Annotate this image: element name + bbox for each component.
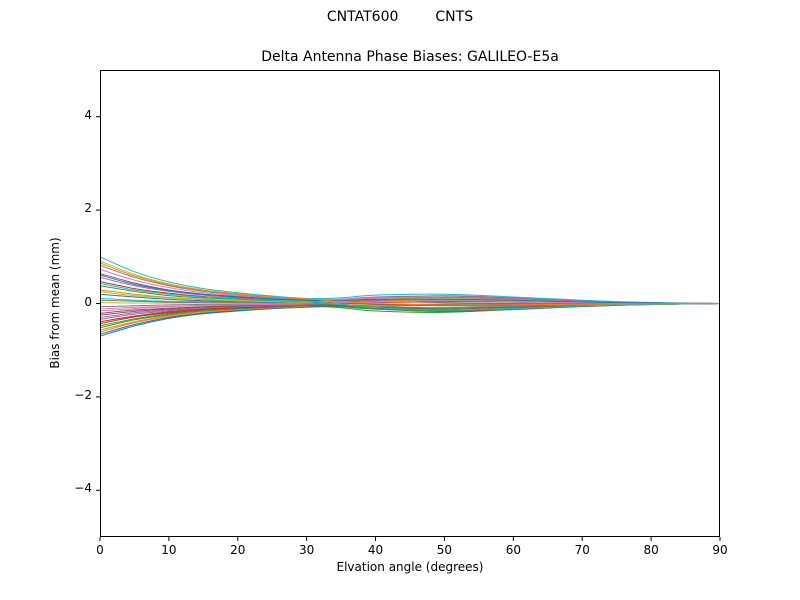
plot-area <box>96 70 721 541</box>
x-tick-label: 50 <box>436 543 453 557</box>
y-tick-label: 0 <box>84 294 92 309</box>
series-line <box>99 262 721 306</box>
chart-title: Delta Antenna Phase Biases: GALILEO-E5a <box>261 49 559 65</box>
series-line <box>99 299 721 309</box>
series-line <box>99 274 721 304</box>
x-tick-label: 10 <box>161 543 177 557</box>
series-line <box>99 303 721 314</box>
suptitle-left: CNTAT600 <box>326 9 399 25</box>
x-tick-label: 30 <box>299 543 315 557</box>
x-tick-label: 70 <box>574 543 590 557</box>
x-axis-label: Elvation angle (degrees) <box>336 560 484 574</box>
y-tick-label: −4 <box>74 481 92 496</box>
figure-suptitle: CNTAT600 CNTS <box>0 9 800 25</box>
y-tick-label: 4 <box>84 107 92 122</box>
series-line <box>99 297 721 318</box>
series-line <box>99 282 721 311</box>
x-tick-label: 90 <box>712 543 728 557</box>
x-tick-label: 20 <box>230 543 246 557</box>
x-tick-label: 40 <box>367 543 384 557</box>
x-tick-label: 80 <box>643 543 659 557</box>
x-tick-label: 60 <box>505 543 521 557</box>
series-line <box>99 256 721 304</box>
axes-spines <box>100 70 720 537</box>
y-tick-label: 2 <box>84 201 92 216</box>
x-tick-label: 0 <box>96 543 104 557</box>
suptitle-right: CNTS <box>435 9 474 25</box>
y-tick-label: −2 <box>74 387 92 402</box>
